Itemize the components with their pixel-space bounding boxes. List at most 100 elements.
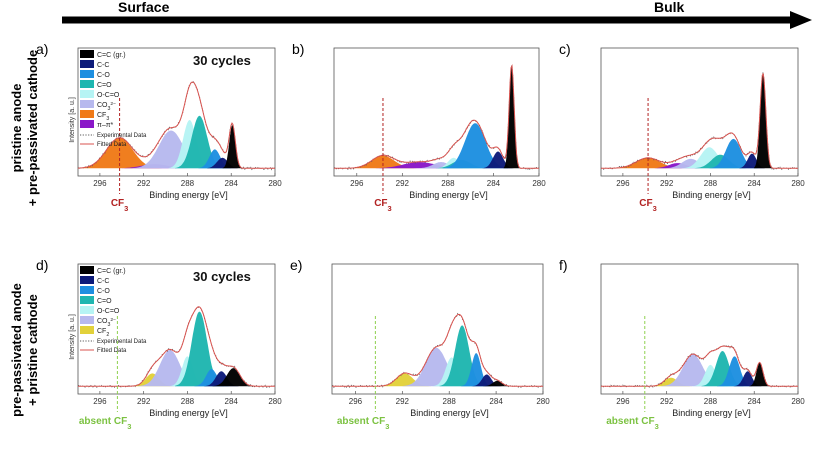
legend-swatch-cf2 [80,326,94,334]
xtick-label-f: 288 [704,397,718,406]
fitted-data-line-e [332,313,543,387]
xtick-label-a: 292 [137,179,151,188]
plot-frame-a [77,47,276,177]
xtick-label-e: 292 [396,397,410,406]
xtick-label-a: 284 [225,179,239,188]
legend-swatch-cc-gr [80,50,94,58]
legend-label-c-o: C-O [97,288,110,295]
panels: a) CF3 296 292 288 284 280 Binding energy [eV] I… [36,41,805,431]
marker-label-d: absent CF3 [79,416,132,431]
legend-swatch-c-eq-o [80,296,94,304]
experimental-data-line-d [77,306,276,389]
legend-swatch-c-eq-o [80,80,94,88]
xaxis-label-f: Binding energy [eV] [672,408,751,418]
fitted-data-line-b [334,63,539,169]
plot-frame-e [331,263,544,395]
marker-label-f: absent CF3 [606,416,659,431]
panel-b: b) CF3 296 292 288 284 280 Binding energy [eV] [292,41,546,213]
xtick-label-f: 296 [616,397,630,406]
xtick-label-d: 280 [268,397,282,406]
xtick-label-e: 284 [489,397,503,406]
legend-label-c-eq-o: C=O [97,298,112,305]
xaxis-label-b: Binding energy [eV] [409,190,488,200]
xaxis-label-c: Binding energy [eV] [672,190,751,200]
panel-a: a) CF3 296 292 288 284 280 Binding energy [eV] I… [36,41,282,213]
legend-label-c-eq-o: C=O [97,82,112,89]
panel-label-b: b) [292,41,304,57]
xtick-label-b: 280 [532,179,546,188]
xtick-label-b: 296 [350,179,364,188]
legend-label-pi-pi: π–π* [97,122,114,129]
plot-frame-c [600,47,799,177]
surface-label: Surface [118,0,170,15]
xtick-label-e: 288 [443,397,457,406]
legend-label-cc-gr: C=C (gr.) [97,268,126,275]
xtick-label-e: 296 [349,397,363,406]
xtick-label-b: 284 [487,179,501,188]
plot-frame-d [77,263,276,395]
legend-label-co3: CO32− [97,101,116,113]
cycles-annotation-a: 30 cycles [193,53,251,68]
panel-d: d) absent CF3 296 292 288 284 280 Binding energ… [36,257,282,431]
xaxis-label-e: Binding energy [eV] [410,408,489,418]
plot-frame-f [600,263,799,395]
panel-label-f: f) [559,257,568,273]
peak-c-o-b [442,123,508,169]
legend-swatch-c-o [80,70,94,78]
panel-f: f) absent CF3 296 292 288 284 280 Binding energ… [559,257,805,431]
legend-label-c-c: C-C [97,62,109,69]
legend-label-cc-gr: C=C (gr.) [97,52,126,59]
legend-label-o-c-eq-o: O-C=O [97,308,120,315]
legend-swatch-c-c [80,276,94,284]
panel-c: c) CF3 296 292 288 284 280 Binding energy [eV] [559,41,805,213]
legend-swatch-c-c [80,60,94,68]
xtick-label-c: 288 [704,179,718,188]
bulk-label: Bulk [654,0,685,15]
marker-label-a: CF3 [111,198,129,213]
legend-swatch-c-o [80,286,94,294]
legend-label-c-c: C-C [97,278,109,285]
xtick-label-d: 288 [181,397,195,406]
xtick-label-d: 296 [93,397,107,406]
legend-label-fitted: Fitted Data [97,142,127,148]
legend-swatch-co3 [80,316,94,324]
panel-label-d: d) [36,257,48,273]
legend-swatch-pi-pi [80,120,94,128]
xtick-label-b: 292 [396,179,410,188]
xtick-label-c: 292 [660,179,674,188]
marker-label-b: CF3 [374,198,392,213]
legend-swatch-o-c-eq-o [80,306,94,314]
row-label-top-line1: pristine anode [9,84,24,173]
fitted-data-line-d [78,306,275,387]
xtick-label-c: 296 [616,179,630,188]
row-label-top: pristine anode + pre-passivated cathode [9,50,40,206]
direction-arrow-head [790,11,812,29]
legend-label-co3: CO32− [97,317,116,329]
legend-label-o-c-eq-o: O-C=O [97,92,120,99]
xtick-label-f: 292 [660,397,674,406]
row-label-bottom: pre-passivated anode + pristine cathode [9,283,40,417]
legend-label-c-o: C-O [97,72,110,79]
peak-cc-gr-c [753,73,773,169]
panel-label-a: a) [36,41,48,57]
surface-bulk-header: Surface Bulk [62,0,812,29]
legend-swatch-o-c-eq-o [80,90,94,98]
fitted-data-line-c [601,73,798,169]
xtick-label-a: 296 [93,179,107,188]
marker-label-e: absent CF3 [337,416,390,431]
xtick-label-c: 284 [748,179,762,188]
xtick-label-f: 284 [748,397,762,406]
fitted-data-line-a [78,81,275,169]
legend-swatch-co3 [80,100,94,108]
yaxis-label-a: Intensity [a. u.] [69,97,76,143]
cycles-annotation-d: 30 cycles [193,269,251,284]
plot-frame-b [333,47,540,177]
xtick-label-c: 280 [791,179,805,188]
xaxis-label-d: Binding energy [eV] [149,408,228,418]
panel-label-c: c) [559,41,571,57]
yaxis-label-d: Intensity [a. u.] [69,314,76,360]
xtick-label-f: 280 [791,397,805,406]
legend-swatch-cc-gr [80,266,94,274]
